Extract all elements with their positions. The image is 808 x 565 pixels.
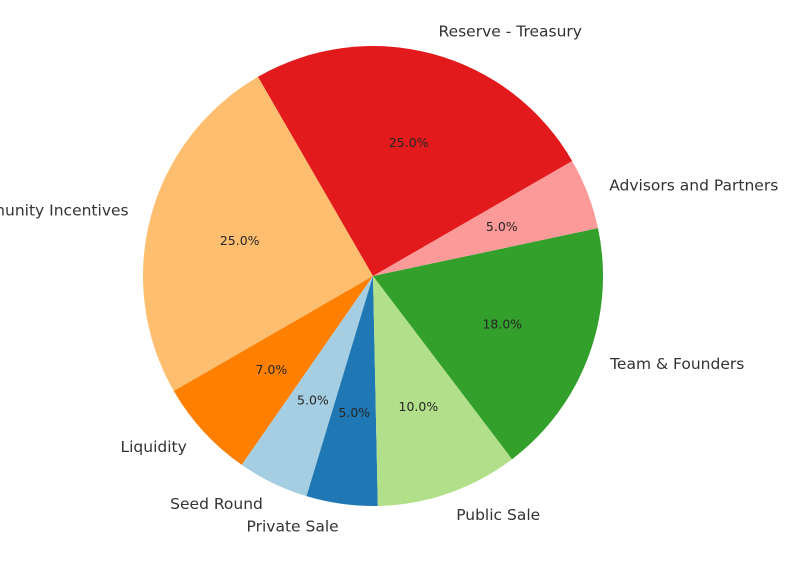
pct-label-public-sale: 10.0% [399,399,439,414]
pie-slice-liquidity [173,276,373,465]
pie-slice-team-founders [373,228,603,460]
pct-label-ecosystem-and-community-incentives: 25.0% [220,233,260,248]
pct-label-team-founders: 18.0% [482,317,522,332]
pct-label-advisors-and-partners: 5.0% [486,219,518,234]
pct-label-seed-round: 5.0% [297,393,329,408]
pie-slice-public-sale [373,276,513,506]
pie-slice-private-sale [306,276,378,507]
pie-slice-ecosystem-and-community-incentives [142,76,373,391]
slice-label-private-sale: Private Sale [247,518,339,536]
slice-label-ecosystem-and-community-incentives: Ecosystem and Community Incentives [0,202,129,220]
slice-label-advisors-and-partners: Advisors and Partners [609,176,778,194]
pie-slice-reserve-treasury [258,45,573,276]
pct-label-reserve-treasury: 25.0% [389,135,429,150]
pie-slice-advisors-and-partners [373,161,598,276]
pie-slice-seed-round [241,276,373,497]
slice-label-public-sale: Public Sale [456,506,540,524]
slice-label-seed-round: Seed Round [170,495,263,513]
pie-labels: Ecosystem and Community Incentives 25.0% L… [0,23,778,536]
slice-label-team-founders: Team & Founders [609,355,744,373]
pct-label-private-sale: 5.0% [338,405,370,420]
slice-label-reserve-treasury: Reserve - Treasury [439,23,582,41]
pct-label-liquidity: 7.0% [256,362,288,377]
pie-slices [142,45,603,507]
slice-label-liquidity: Liquidity [120,438,186,456]
